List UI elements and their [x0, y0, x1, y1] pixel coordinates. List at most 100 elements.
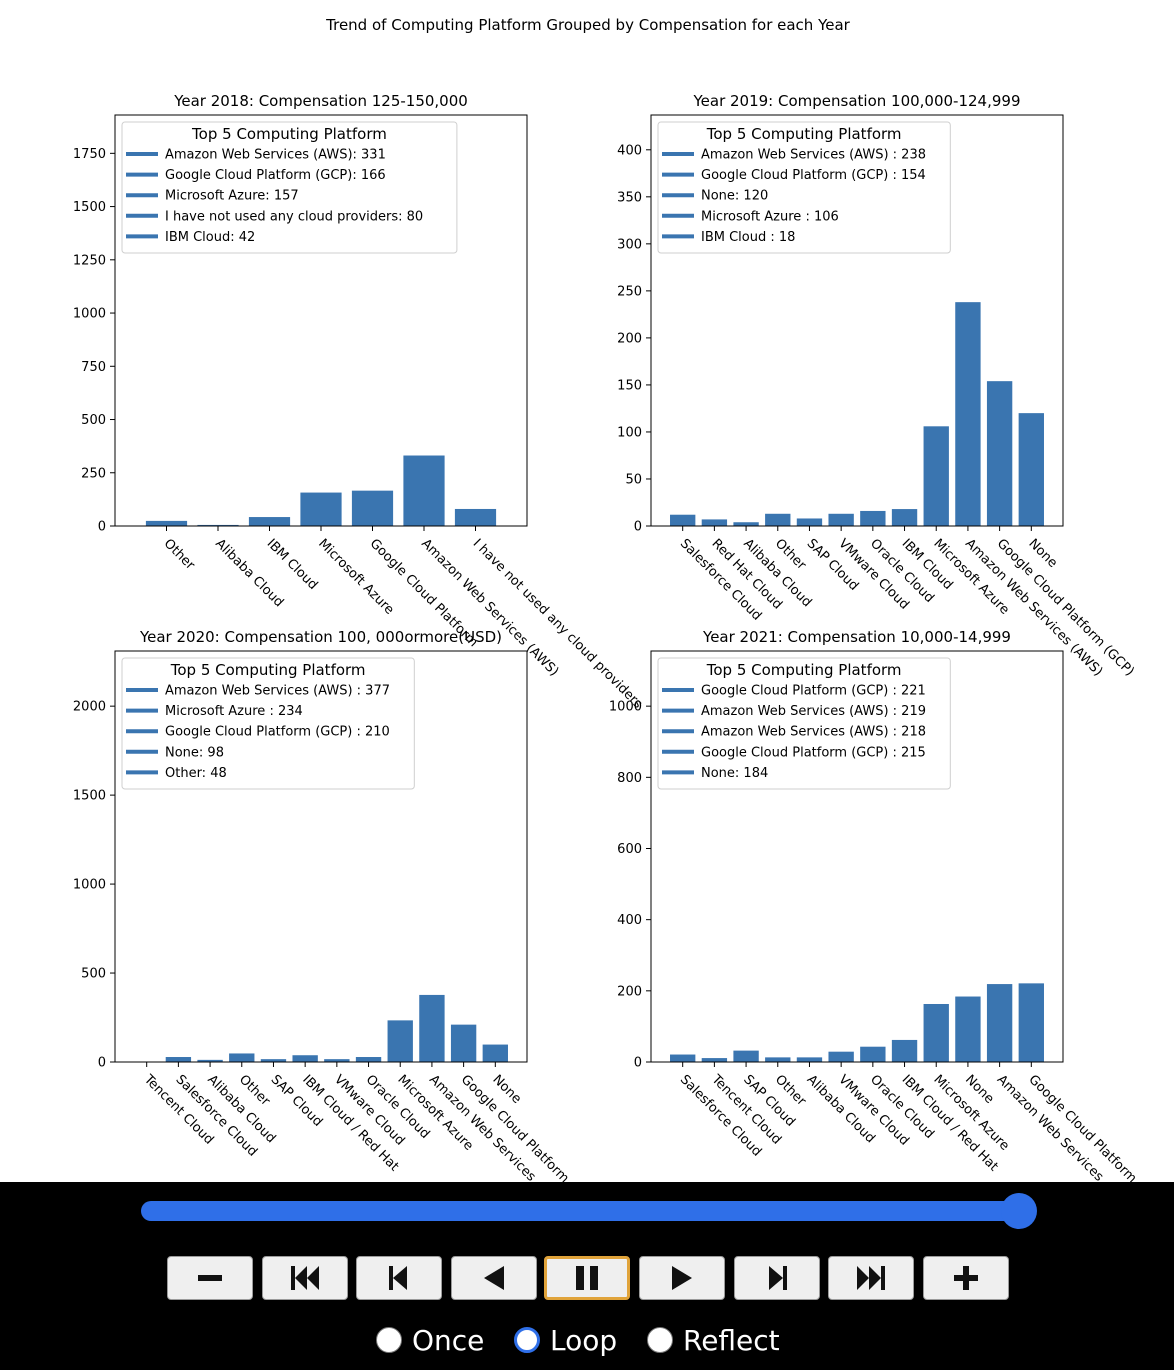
- step-back-button[interactable]: [356, 1256, 442, 1300]
- first-frame-icon: [291, 1266, 319, 1290]
- axes-frame: [114, 650, 528, 1063]
- subplot-title: Year 2018: Compensation 125-150,000: [173, 92, 468, 110]
- figure-suptitle: Trend of Computing Platform Grouped by C…: [325, 16, 851, 34]
- last-frame-button[interactable]: [828, 1256, 914, 1300]
- bar: [828, 1051, 854, 1062]
- bar: [796, 1057, 823, 1062]
- plus-icon: [954, 1266, 978, 1290]
- legend-entry: Microsoft Azure : 234: [165, 704, 303, 719]
- y-tick-label: 100: [617, 425, 642, 440]
- y-tick-label: 1500: [73, 789, 106, 804]
- first-frame-button[interactable]: [262, 1256, 348, 1300]
- y-tick-label: 0: [98, 1056, 106, 1071]
- y-tick-label: 1000: [73, 878, 106, 893]
- bar: [197, 1059, 223, 1062]
- bar: [923, 426, 949, 526]
- pause-button[interactable]: [544, 1256, 630, 1300]
- bar: [986, 984, 1013, 1062]
- mode-once-label: Once: [412, 1323, 485, 1357]
- bar: [986, 381, 1013, 526]
- radio-once[interactable]: [376, 1327, 402, 1353]
- bar: [387, 1020, 413, 1062]
- legend-entry: None: 98: [165, 745, 224, 760]
- legend-entry: Google Cloud Platform (GCP) : 154: [701, 168, 926, 183]
- legend: Top 5 Computing Platform Amazon Web Servi…: [657, 121, 951, 254]
- mode-loop[interactable]: Loop: [514, 1322, 617, 1358]
- y-tick-label: 250: [81, 466, 106, 481]
- bar: [403, 455, 445, 526]
- bar: [419, 994, 445, 1062]
- bar: [1018, 413, 1044, 526]
- y-tick-label: 800: [617, 771, 642, 786]
- bar: [454, 508, 497, 526]
- legend: Top 5 Computing Platform Amazon Web Servi…: [121, 657, 415, 790]
- legend-title: Top 5 Computing Platform: [706, 661, 902, 679]
- bar: [828, 513, 854, 526]
- y-tick-label: 750: [81, 360, 106, 375]
- bar: [796, 518, 823, 526]
- y-tick-label: 1000: [73, 307, 106, 322]
- play-reverse-icon: [484, 1266, 504, 1290]
- y-tick-label: 0: [634, 1056, 642, 1071]
- legend-box: [657, 657, 951, 790]
- y-tick-label: 1500: [73, 200, 106, 215]
- bar: [324, 1059, 350, 1062]
- radio-loop[interactable]: [514, 1327, 540, 1353]
- bar: [165, 1057, 192, 1062]
- y-tick-label: 500: [81, 413, 106, 428]
- play-icon: [672, 1266, 692, 1290]
- bar: [197, 524, 239, 526]
- frame-slider-track[interactable]: [141, 1201, 1036, 1221]
- y-tick-label: 1250: [73, 253, 106, 268]
- legend-entry: Amazon Web Services (AWS): 331: [165, 148, 386, 163]
- play-button[interactable]: [639, 1256, 725, 1300]
- legend-entry: Amazon Web Services (AWS) : 218: [701, 725, 926, 740]
- legend-entry: Amazon Web Services (AWS) : 219: [701, 704, 926, 719]
- mode-reflect-label: Reflect: [683, 1323, 780, 1357]
- minus-icon: [198, 1275, 222, 1281]
- legend-entry: None: 120: [701, 189, 768, 204]
- legend-entry: None: 184: [701, 766, 768, 781]
- bar: [701, 1058, 728, 1062]
- bar: [482, 1044, 508, 1062]
- y-tick-label: 250: [617, 284, 642, 299]
- y-tick-label: 2000: [73, 700, 106, 715]
- bar: [733, 1050, 759, 1062]
- decrease-speed-button[interactable]: [167, 1256, 253, 1300]
- mode-reflect[interactable]: Reflect: [647, 1322, 780, 1358]
- mode-once[interactable]: Once: [376, 1322, 484, 1358]
- play-reverse-button[interactable]: [451, 1256, 537, 1300]
- y-tick-label: 300: [617, 237, 642, 252]
- bar: [860, 510, 886, 526]
- bar: [891, 509, 918, 526]
- step-forward-button[interactable]: [734, 1256, 820, 1300]
- bar: [229, 1053, 255, 1062]
- bar: [860, 1046, 886, 1062]
- bar: [351, 490, 394, 526]
- step-forward-icon: [769, 1266, 787, 1290]
- legend-entry: IBM Cloud : 18: [701, 230, 795, 245]
- legend-entry: IBM Cloud: 42: [165, 230, 255, 245]
- y-tick-label: 150: [617, 378, 642, 393]
- last-frame-icon: [857, 1266, 885, 1290]
- radio-reflect[interactable]: [647, 1327, 673, 1353]
- frame-slider-thumb[interactable]: [1001, 1193, 1037, 1229]
- bar: [765, 513, 791, 526]
- y-tick-label: 0: [98, 520, 106, 535]
- legend-entry: Google Cloud Platform (GCP) : 210: [165, 725, 390, 740]
- bar: [670, 1054, 696, 1062]
- y-tick-label: 1750: [73, 147, 106, 162]
- increase-speed-button[interactable]: [923, 1256, 1009, 1300]
- subplot-title: Year 2021: Compensation 10,000-14,999: [702, 628, 1011, 646]
- legend-entry: Amazon Web Services (AWS) : 377: [165, 684, 390, 699]
- bar: [701, 519, 728, 526]
- y-tick-label: 1000: [609, 700, 642, 715]
- bar: [300, 492, 342, 526]
- x-tick-label: Other: [161, 536, 198, 573]
- bar: [355, 1057, 382, 1062]
- bar: [955, 302, 981, 526]
- bar: [733, 522, 759, 526]
- y-tick-label: 600: [617, 842, 642, 857]
- subplot-4: Year 2021: Compensation 10,000-14,999 0 20…: [609, 628, 1139, 1182]
- bar: [145, 520, 188, 526]
